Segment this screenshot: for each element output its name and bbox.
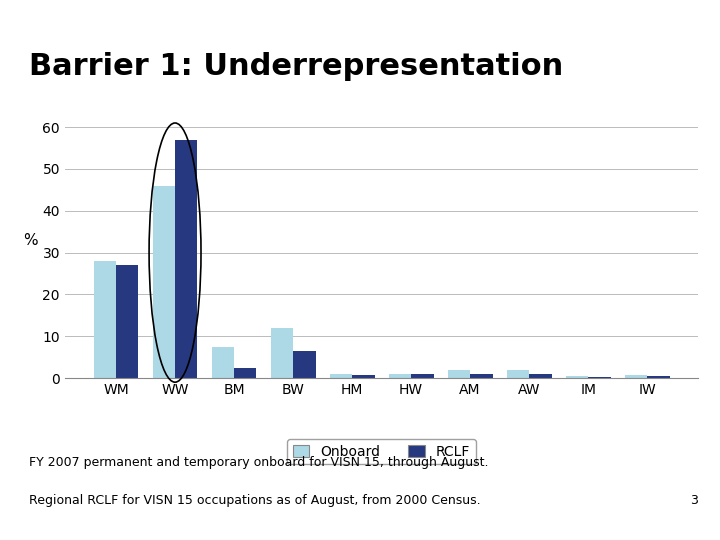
Bar bbox=[529, 374, 552, 378]
Text: 3: 3 bbox=[690, 494, 698, 507]
Bar bbox=[588, 377, 611, 378]
Bar bbox=[352, 375, 374, 378]
Bar bbox=[234, 368, 256, 378]
Bar bbox=[175, 140, 197, 378]
Bar bbox=[647, 376, 670, 378]
Text: Regional RCLF for VISN 15 occupations as of August, from 2000 Census.: Regional RCLF for VISN 15 occupations as… bbox=[29, 494, 480, 507]
Bar bbox=[271, 328, 293, 378]
Bar bbox=[153, 186, 175, 378]
Bar bbox=[94, 261, 116, 378]
Bar bbox=[389, 374, 411, 378]
Bar bbox=[330, 374, 352, 378]
Y-axis label: %: % bbox=[22, 233, 37, 248]
Text: Barrier 1: Underrepresentation: Barrier 1: Underrepresentation bbox=[29, 52, 563, 82]
Bar bbox=[212, 347, 234, 378]
Text: FY 2007 permanent and temporary onboard for VISN 15, through August.: FY 2007 permanent and temporary onboard … bbox=[29, 456, 488, 469]
Bar bbox=[411, 374, 433, 378]
Bar bbox=[625, 375, 647, 378]
Bar bbox=[566, 376, 588, 378]
Legend: Onboard, RCLF: Onboard, RCLF bbox=[287, 439, 476, 464]
Bar bbox=[470, 374, 492, 378]
Bar bbox=[507, 370, 529, 378]
Bar bbox=[448, 370, 470, 378]
Bar bbox=[116, 265, 138, 378]
Bar bbox=[293, 351, 315, 378]
